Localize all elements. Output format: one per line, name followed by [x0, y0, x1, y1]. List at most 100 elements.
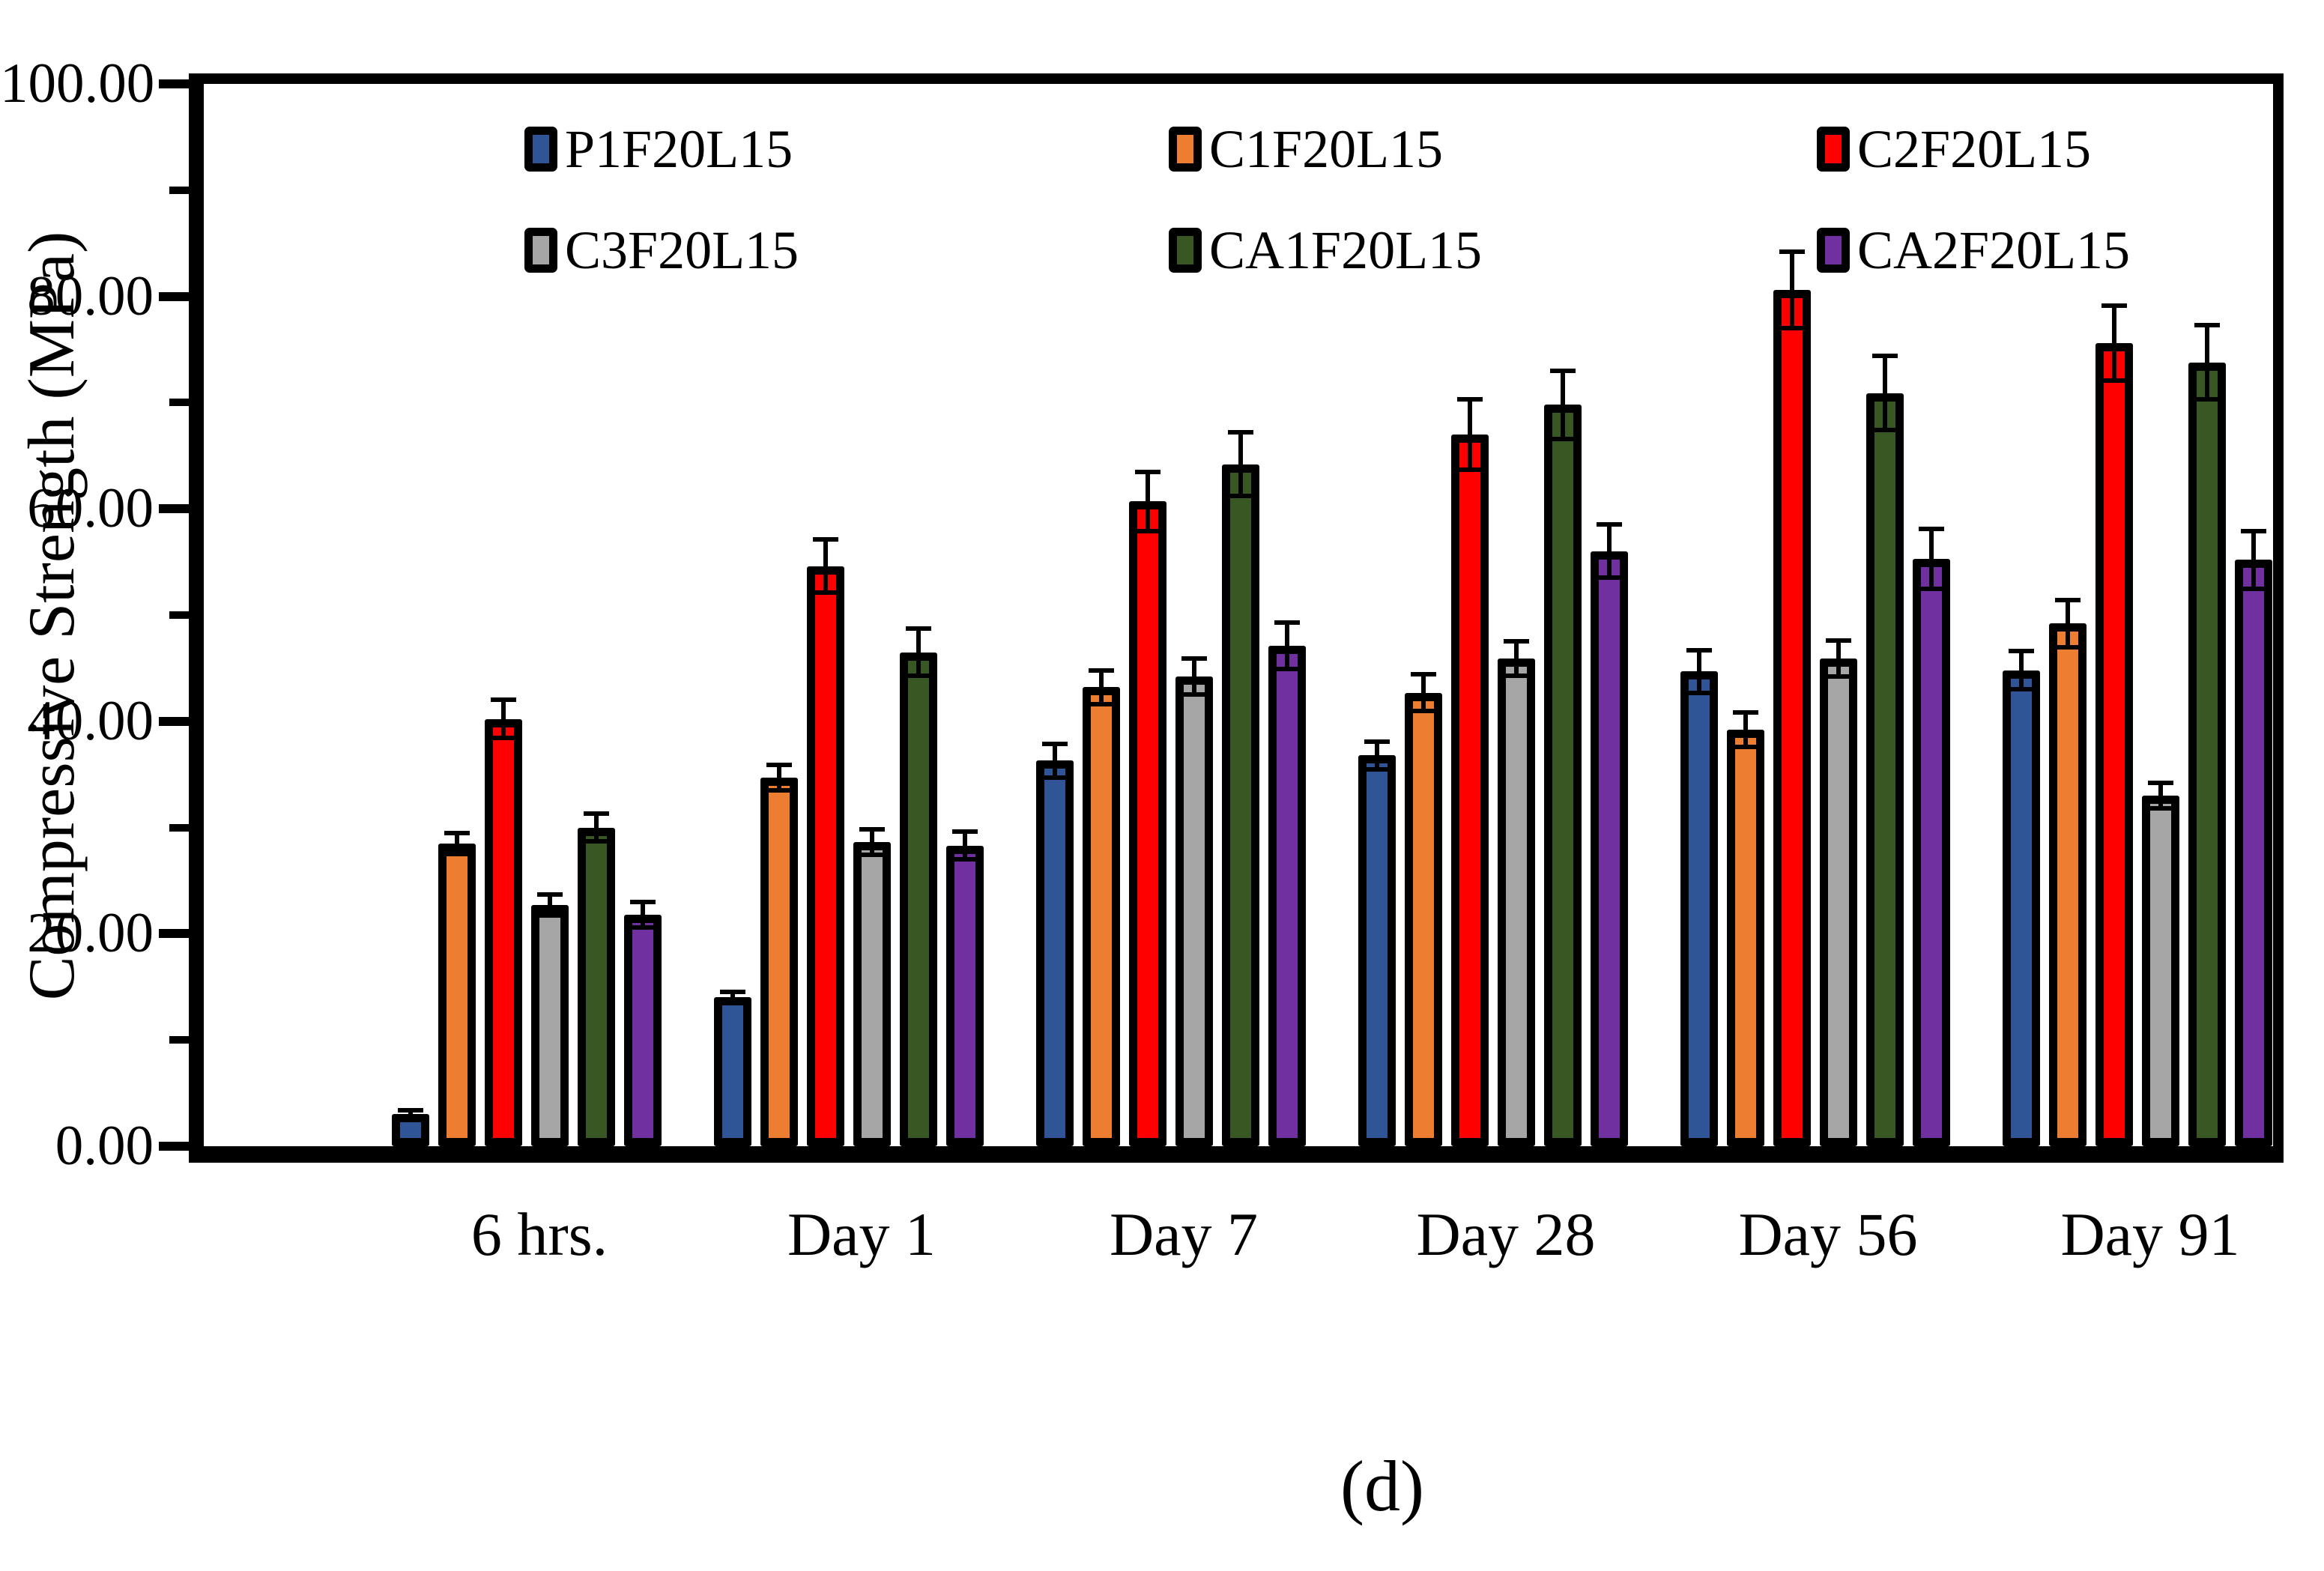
error-bar-bottom-cap [584, 839, 609, 844]
error-bar-bottom-cap [1686, 690, 1712, 695]
error-bar [1468, 399, 1472, 470]
bar-c1f20l15-4 [1405, 692, 1442, 1146]
error-bar-top-cap [1089, 668, 1114, 673]
error-bar [455, 832, 459, 855]
error-bar-top-cap [491, 697, 516, 703]
legend-entry-p1f20l15: P1F20L15 [524, 122, 793, 176]
bar-c2f20l15-3 [1129, 501, 1166, 1146]
error-bar-top-cap [813, 537, 838, 542]
error-bar-top-cap [1504, 639, 1529, 644]
error-bar [594, 814, 599, 842]
legend-swatch-c3f20l15 [524, 228, 557, 273]
error-bar-bottom-cap [444, 852, 470, 857]
error-bar-top-cap [2241, 528, 2266, 533]
error-bar-top-cap [952, 829, 978, 835]
bar-c2f20l15-5 [1773, 290, 1811, 1146]
error-bar-top-cap [1550, 368, 1576, 373]
error-bar [1192, 659, 1196, 695]
error-bar [2205, 324, 2209, 400]
error-bar [1146, 471, 1150, 531]
error-bar [2251, 530, 2256, 589]
bar-ca2f20l15-2 [946, 845, 984, 1146]
legend-swatch-ca1f20l15 [1169, 228, 1202, 273]
bar-c1f20l15-1 [438, 843, 476, 1146]
error-bar-bottom-cap [1089, 702, 1114, 707]
error-bar-bottom-cap [491, 736, 516, 741]
error-bar-bottom-cap [2055, 644, 2081, 650]
bar-ca1f20l15-6 [2188, 362, 2226, 1146]
legend-label: C2F20L15 [1857, 119, 2092, 179]
error-bar-top-cap [584, 811, 609, 817]
error-bar [548, 894, 552, 916]
error-bar-bottom-cap [1457, 467, 1483, 472]
error-bar [2112, 306, 2116, 381]
y-axis-major-tick [159, 1142, 189, 1151]
bar-c3f20l15-2 [853, 842, 891, 1146]
error-bar-bottom-cap [2241, 586, 2266, 591]
bar-c2f20l15-4 [1451, 434, 1489, 1146]
error-bar [1099, 670, 1104, 705]
error-bar-top-cap [1274, 620, 1300, 625]
y-axis-minor-tick [169, 823, 189, 832]
error-bar [1561, 370, 1565, 439]
error-bar-bottom-cap [1274, 667, 1300, 672]
error-bar-top-cap [1686, 647, 1712, 653]
error-bar-bottom-cap [1826, 674, 1851, 679]
y-axis-major-tick [159, 291, 189, 301]
bar-c3f20l15-6 [2142, 796, 2179, 1146]
y-axis-major-tick [159, 79, 189, 88]
x-axis-category-label: Day 91 [2060, 1200, 2240, 1268]
legend-label: CA1F20L15 [1209, 220, 1483, 280]
error-bar-top-cap [1135, 469, 1161, 474]
x-axis-category-label: Day 7 [1109, 1200, 1259, 1268]
y-axis-tick-label: 20.00 [27, 902, 154, 965]
y-axis-tick-label: 0.00 [55, 1115, 154, 1177]
error-bar [1697, 650, 1701, 693]
error-bar-bottom-cap [537, 913, 563, 918]
bar-ca1f20l15-3 [1222, 464, 1259, 1146]
bar-p1f20l15-5 [1680, 671, 1718, 1146]
error-bar [1929, 529, 1934, 589]
error-bar-top-cap [1779, 249, 1805, 255]
error-bar [963, 832, 967, 860]
error-bar-bottom-cap [398, 1116, 423, 1122]
legend-swatch-p1f20l15 [524, 127, 557, 172]
error-bar-top-cap [1042, 741, 1068, 746]
error-bar-bottom-cap [1042, 775, 1068, 780]
error-bar-top-cap [1364, 739, 1390, 744]
bar-ca2f20l15-4 [1591, 551, 1628, 1146]
bar-ca1f20l15-5 [1866, 393, 1904, 1146]
error-bar-bottom-cap [906, 673, 931, 678]
error-bar [1285, 622, 1289, 670]
bar-c2f20l15-2 [807, 566, 844, 1146]
error-bar [1514, 641, 1519, 676]
error-bar-bottom-cap [1504, 673, 1529, 678]
error-bar [1836, 641, 1841, 677]
error-bar [916, 629, 921, 676]
error-bar [1883, 356, 1887, 431]
bar-c3f20l15-1 [531, 905, 569, 1146]
error-bar-top-cap [444, 830, 470, 835]
error-bar [2019, 651, 2024, 690]
error-bar-bottom-cap [1919, 586, 1944, 591]
y-axis-major-tick [159, 929, 189, 939]
error-bar-bottom-cap [2148, 806, 2173, 811]
y-axis-minor-tick [169, 399, 189, 407]
error-bar-top-cap [1597, 522, 1622, 527]
error-bar-top-cap [2148, 781, 2173, 786]
error-bar-bottom-cap [1228, 494, 1253, 499]
error-bar [730, 992, 735, 1003]
bar-p1f20l15-4 [1358, 755, 1396, 1146]
error-bar-top-cap [630, 899, 656, 904]
bar-ca1f20l15-2 [900, 652, 937, 1146]
x-axis-category-label: Day 1 [787, 1200, 936, 1268]
bar-ca2f20l15-3 [1268, 646, 1306, 1146]
bar-p1f20l15-2 [714, 997, 751, 1146]
error-bar-top-cap [1457, 397, 1483, 402]
bar-c3f20l15-5 [1820, 659, 1857, 1146]
error-bar-bottom-cap [859, 853, 885, 858]
error-bar [2158, 783, 2163, 809]
error-bar [408, 1110, 413, 1119]
error-bar-bottom-cap [813, 590, 838, 596]
y-axis-major-tick [159, 716, 189, 726]
